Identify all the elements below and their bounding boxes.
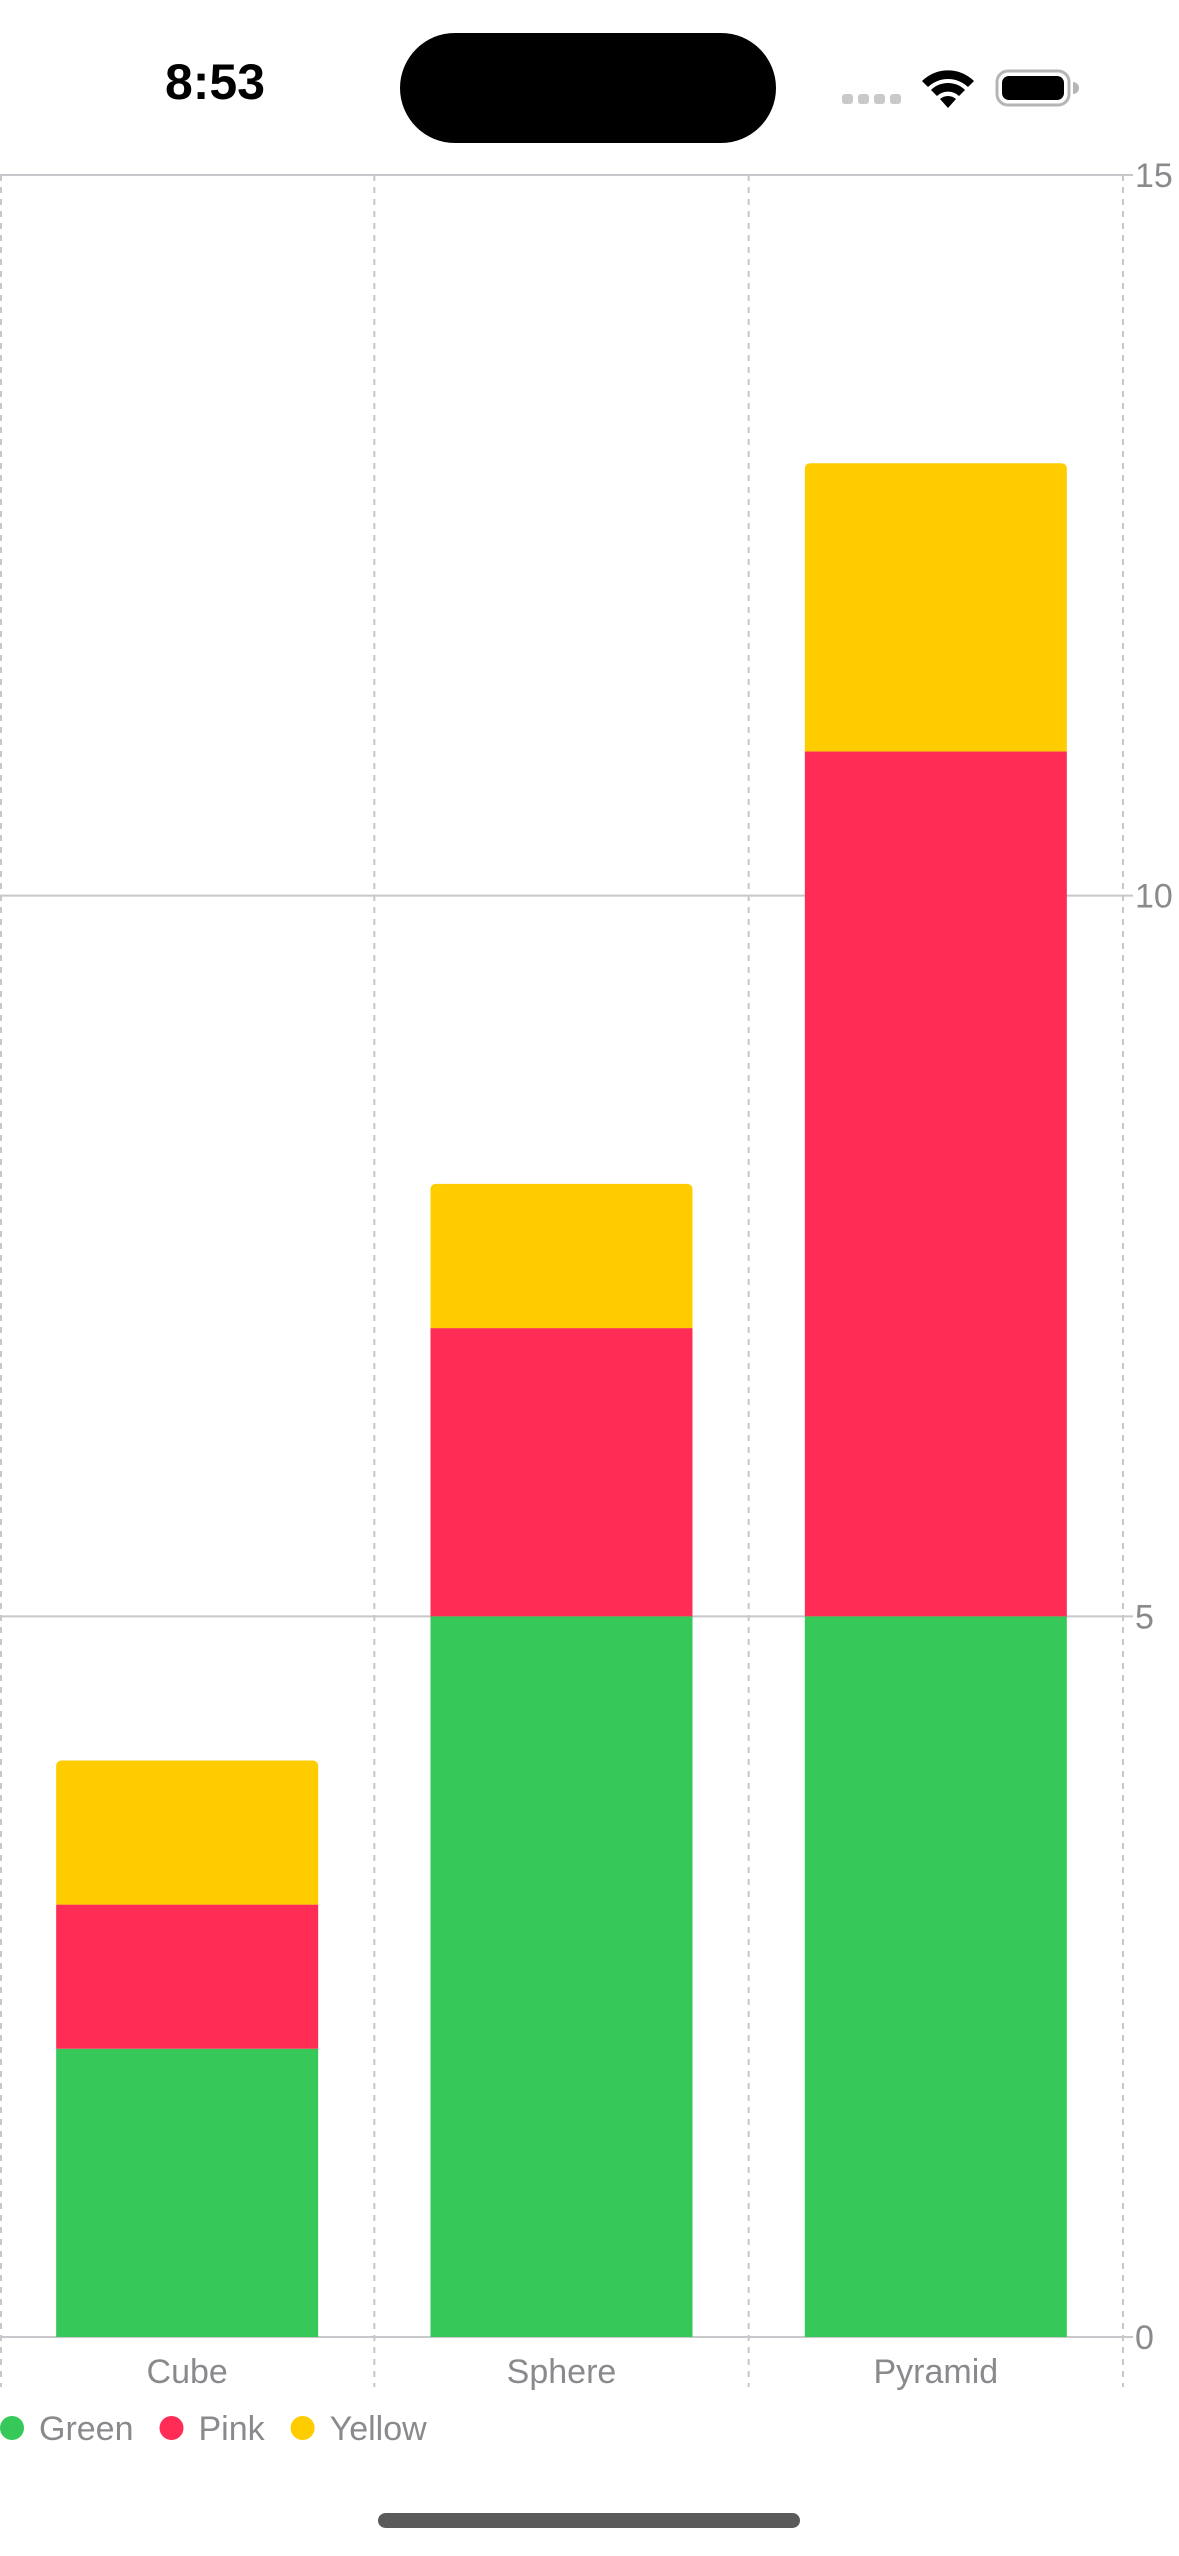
bar-segment-green-sphere — [430, 1616, 693, 2337]
dynamic-island — [400, 33, 776, 143]
bar-segment-yellow-cube — [56, 1760, 319, 1905]
status-bar: 8:53 — [0, 0, 1179, 160]
bar-segment-green-pyramid — [804, 1616, 1067, 2337]
legend-swatch-pink — [159, 2416, 184, 2440]
y-tick-label: 5 — [1135, 1598, 1154, 1636]
legend-label-pink: Pink — [199, 2410, 266, 2448]
cellular-signal-icon — [842, 94, 902, 104]
legend: Green Pink Yellow — [0, 2410, 427, 2448]
x-tick-label: Cube — [147, 2353, 228, 2391]
bar-segment-yellow-pyramid — [804, 463, 1067, 752]
bars — [56, 463, 1067, 2337]
wifi-icon — [922, 70, 974, 108]
legend-swatch-green — [0, 2416, 24, 2440]
x-axis-labels: Cube Sphere Pyramid — [147, 2353, 999, 2391]
x-tick-label: Sphere — [507, 2353, 617, 2391]
y-tick-label: 15 — [1135, 157, 1173, 195]
bar-segment-pink-sphere — [430, 1328, 693, 1617]
home-indicator — [378, 2513, 800, 2528]
battery-icon — [995, 69, 1079, 107]
legend-label-yellow: Yellow — [330, 2410, 427, 2448]
bar-segment-yellow-sphere — [430, 1183, 693, 1329]
y-axis-ticks: 0 5 10 15 — [1135, 157, 1173, 2357]
legend-label-green: Green — [39, 2410, 134, 2448]
bar-segment-pink-cube — [56, 1904, 319, 2049]
y-tick-label: 10 — [1135, 878, 1173, 916]
status-time: 8:53 — [164, 54, 266, 110]
y-tick-label: 0 — [1135, 2319, 1154, 2357]
bar-segment-green-cube — [56, 2048, 319, 2337]
legend-swatch-yellow — [290, 2416, 315, 2440]
bar-segment-pink-pyramid — [804, 751, 1067, 1617]
x-tick-label: Pyramid — [873, 2353, 998, 2391]
